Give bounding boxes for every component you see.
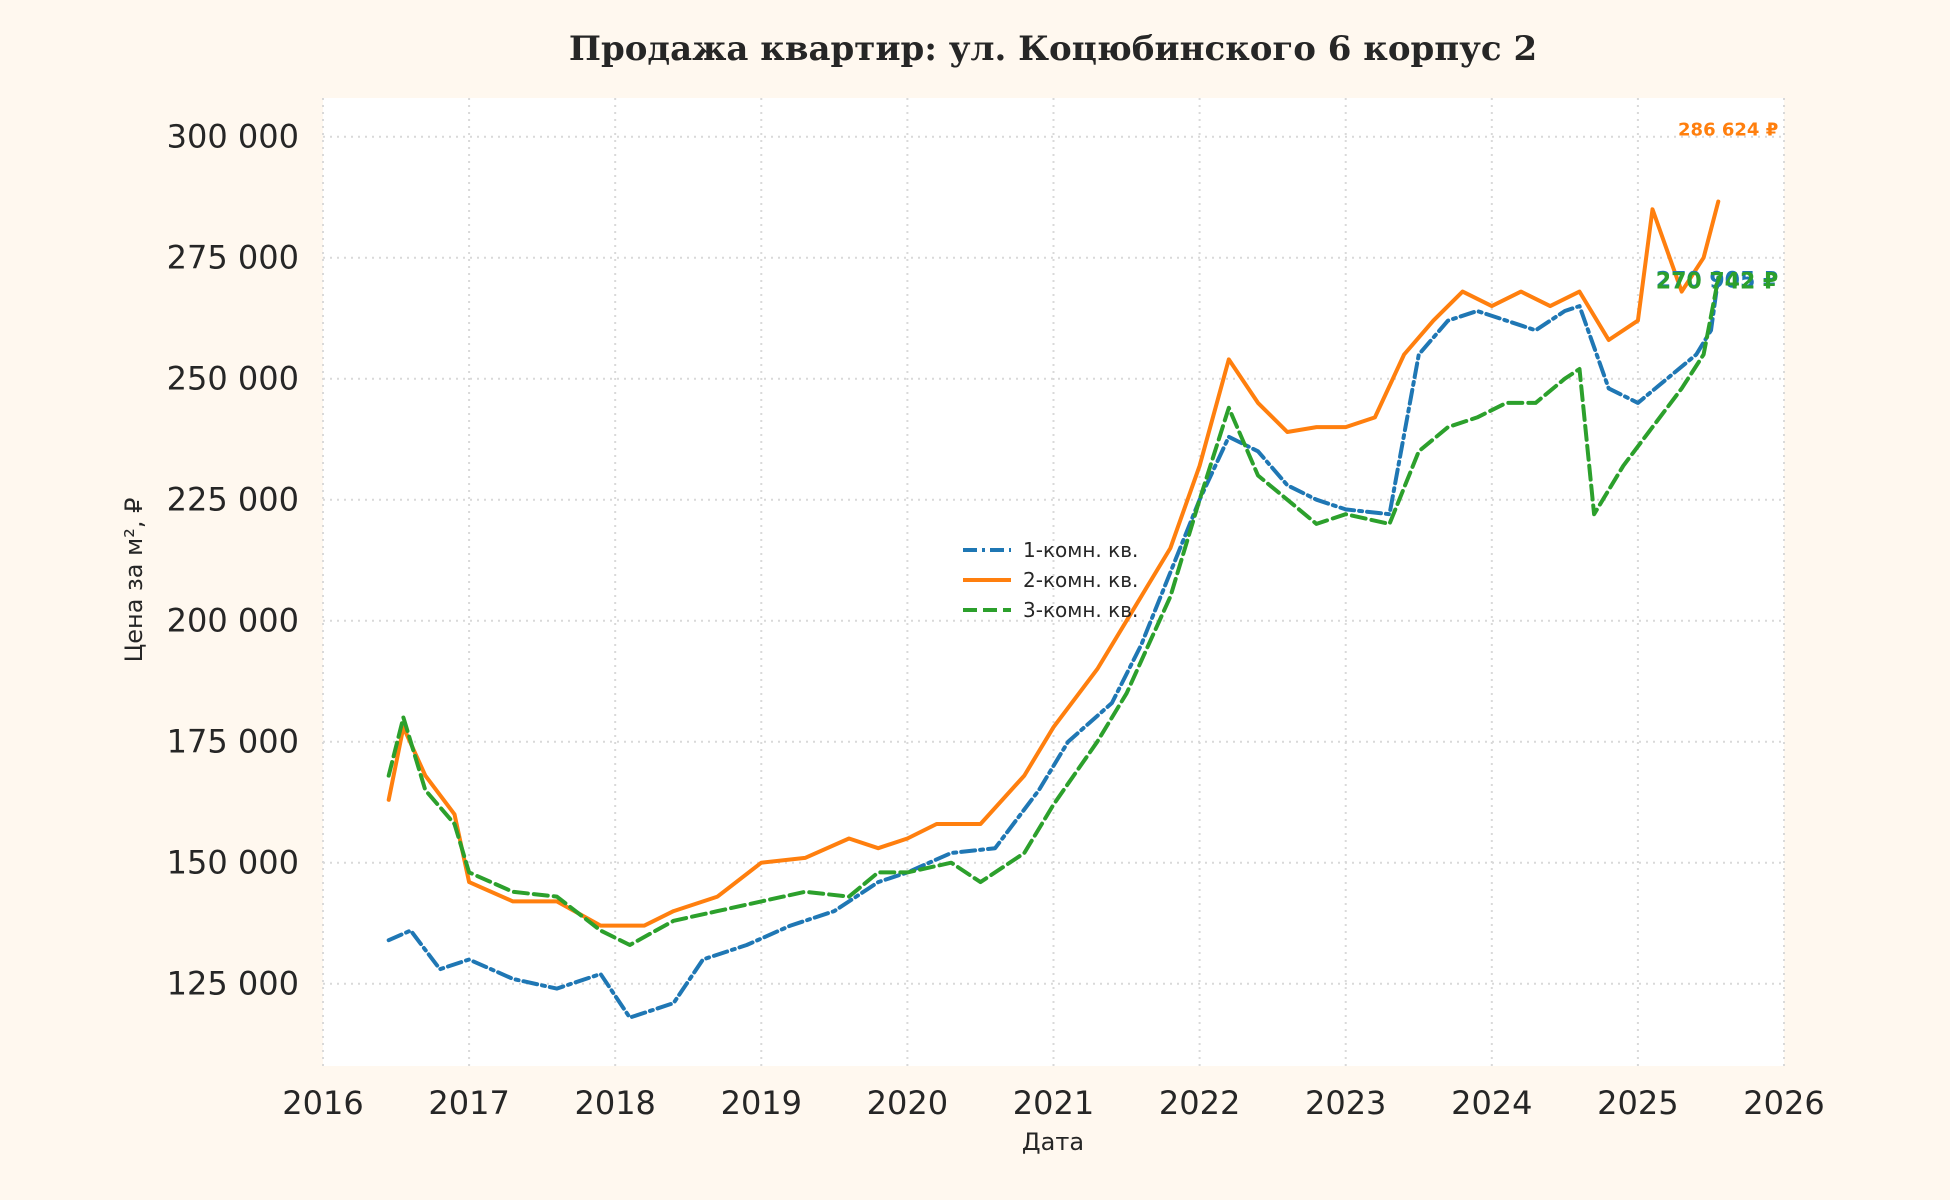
y-tick-label-300000: 300 000 [167,118,299,156]
end-label-2: 286 624 ₽ [1678,119,1778,140]
y-axis-label: Цена за м², ₽ [120,498,148,663]
x-tick-label-2025: 2025 [1597,1084,1678,1122]
end-label-1: 270 905 ₽ [1656,269,1778,294]
y-tick-label-275000: 275 000 [167,239,299,277]
legend-label-2: 2-комн. кв. [1023,568,1138,592]
x-tick-label-2024: 2024 [1451,1084,1532,1122]
series-line-2 [386,199,1721,928]
y-tick-label-250000: 250 000 [167,360,299,398]
end-label-3: 270 742 ₽ [1656,269,1778,294]
legend-label-3: 3-комн. кв. [1023,598,1138,622]
x-tick-label-2022: 2022 [1159,1084,1240,1122]
end-value-labels: 270 905 ₽ 286 624 ₽ 270 742 ₽ [1656,119,1778,294]
series-line-1 [386,275,1721,1020]
x-axis-label: Дата [1022,1128,1084,1156]
series-line-3 [386,276,1721,947]
legend-label-1: 1-комн. кв. [1023,538,1138,562]
y-tick-label-150000: 150 000 [167,844,299,882]
x-tick-label-2021: 2021 [1013,1084,1094,1122]
grid [322,98,1785,1066]
y-tick-label-175000: 175 000 [167,723,299,761]
x-tick-label-2017: 2017 [428,1084,509,1122]
y-tick-label-225000: 225 000 [167,481,299,519]
x-tick-label-2026: 2026 [1743,1084,1824,1122]
x-tick-label-2019: 2019 [721,1084,802,1122]
series-lines [386,199,1721,1020]
x-tick-label-2018: 2018 [574,1084,655,1122]
tick-labels: 2016 2017 2018 2019 2020 2021 2022 2023 2024 2025… [167,118,1825,1122]
x-tick-label-2023: 2023 [1305,1084,1386,1122]
legend: 1-комн. кв. 2-комн. кв. 3-комн. кв. [963,538,1138,622]
chart-title: Продажа квартир: ул. Коцюбинского 6 корп… [569,29,1537,69]
x-tick-label-2016: 2016 [282,1084,363,1122]
y-tick-label-200000: 200 000 [167,602,299,640]
x-tick-label-2020: 2020 [867,1084,948,1122]
y-tick-label-125000: 125 000 [167,965,299,1003]
